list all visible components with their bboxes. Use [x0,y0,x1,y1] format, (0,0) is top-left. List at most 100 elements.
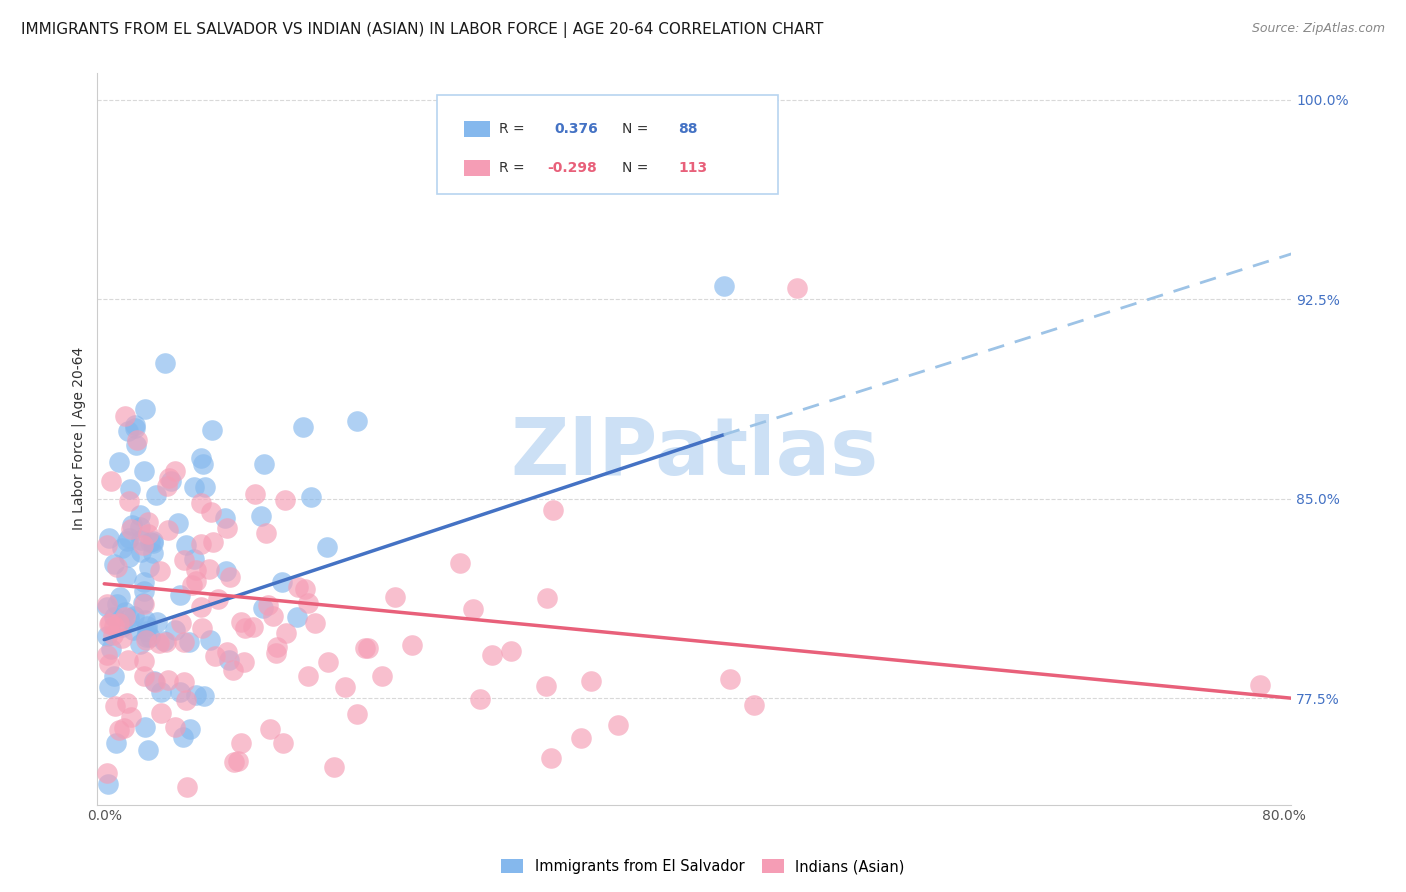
Point [190,600,212,615]
Point [569,731,592,746]
Point [346,707,368,722]
Point [124,420,146,434]
Point [129,533,152,548]
Point [100,474,122,488]
Point [98,616,121,631]
Point [534,679,557,693]
Point [179,722,201,736]
Point [118,611,141,625]
Point [243,487,266,501]
Point [266,640,288,654]
Point [371,669,394,683]
Point [315,540,337,554]
Point [98,681,121,695]
Point [186,688,208,702]
Point [218,653,240,667]
Point [134,575,156,590]
Point [125,438,148,452]
Point [96,598,118,612]
Point [97,657,120,671]
Point [215,564,238,578]
Point [177,635,200,649]
Point [117,653,139,667]
Point [149,564,172,578]
Point [297,596,319,610]
Point [96,629,118,643]
Point [449,556,471,570]
Point [111,631,134,645]
Point [200,505,222,519]
Point [132,654,155,668]
Point [742,698,765,712]
Point [198,633,221,648]
Point [107,723,129,737]
Point [173,553,195,567]
Point [117,425,139,439]
Point [125,434,148,448]
Text: ZIPatlas: ZIPatlas [510,415,879,492]
Text: N =: N = [623,122,654,136]
Point [323,760,346,774]
Point [304,616,326,631]
Point [540,750,562,764]
Point [1249,678,1271,692]
Point [173,674,195,689]
Legend: Immigrants from El Salvador, Indians (Asian): Immigrants from El Salvador, Indians (As… [495,854,911,880]
Point [242,620,264,634]
Point [143,675,166,690]
Point [713,278,735,293]
Point [118,549,141,564]
Point [1272,811,1295,825]
Point [134,584,156,599]
Point [105,736,128,750]
Point [221,663,243,677]
Point [191,621,214,635]
Point [136,515,159,529]
Point [96,538,118,552]
Point [176,693,198,707]
Point [786,281,808,295]
Point [132,669,155,683]
Point [481,648,503,662]
Point [121,517,143,532]
Point [136,618,159,632]
Point [193,457,215,471]
Point [108,615,131,630]
Point [190,537,212,551]
Point [718,672,741,686]
Point [170,616,193,631]
Point [226,754,249,768]
Point [118,493,141,508]
Point [233,621,256,635]
Point [105,560,128,574]
Point [122,623,145,637]
Point [145,488,167,502]
Point [204,649,226,664]
Point [110,620,132,634]
Point [299,490,322,504]
Point [120,482,142,496]
Point [183,552,205,566]
Point [262,609,284,624]
Point [259,722,281,736]
Point [214,510,236,524]
Point [201,423,224,437]
Point [134,721,156,735]
Point [153,355,176,369]
Point [115,697,138,711]
Point [155,635,177,649]
Point [124,608,146,623]
Point [98,617,121,632]
Point [114,605,136,619]
Point [463,602,485,616]
Point [157,523,180,537]
Point [132,598,155,612]
Point [107,597,129,611]
Point [153,634,176,648]
Point [138,560,160,574]
Point [190,451,212,466]
Y-axis label: In Labor Force | Age 20-64: In Labor Force | Age 20-64 [72,347,86,531]
Point [186,563,208,577]
Point [180,578,202,592]
Point [96,765,118,780]
